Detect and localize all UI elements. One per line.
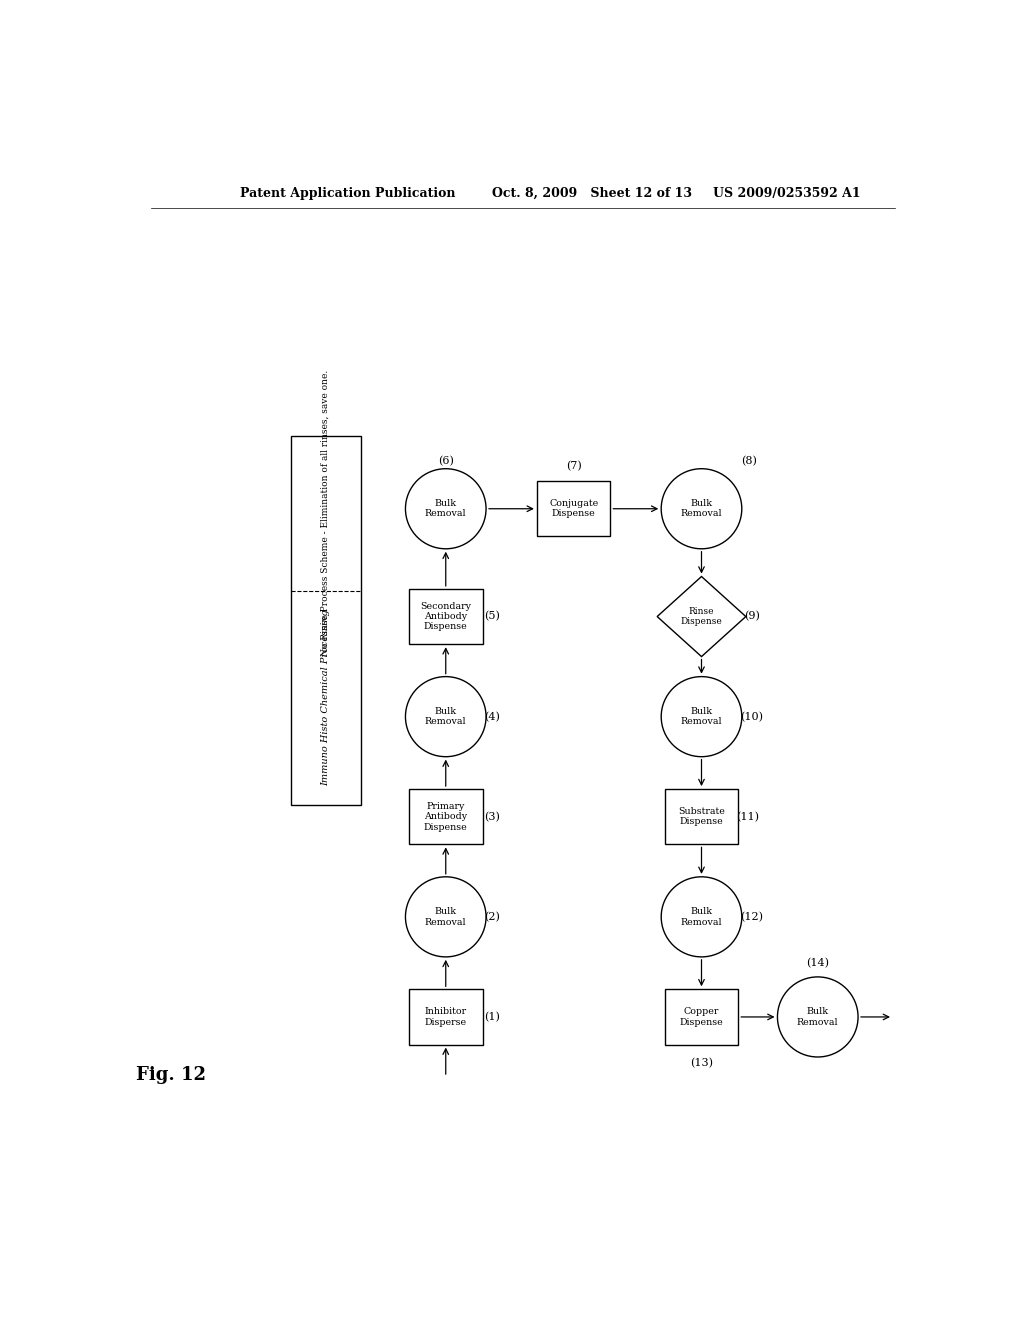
Text: (11): (11) <box>736 812 760 822</box>
Text: No Rinse Process Scheme - Elimination of all rinses, save one.: No Rinse Process Scheme - Elimination of… <box>322 370 330 656</box>
Bar <box>291 436 360 805</box>
Text: (12): (12) <box>740 912 763 921</box>
Text: (10): (10) <box>740 711 763 722</box>
Circle shape <box>406 469 486 549</box>
Bar <box>409 789 482 845</box>
Circle shape <box>406 876 486 957</box>
Text: Immuno Histo Chemical Processing: Immuno Histo Chemical Processing <box>322 610 330 787</box>
Bar <box>409 589 482 644</box>
Circle shape <box>777 977 858 1057</box>
Text: (5): (5) <box>484 611 500 622</box>
Text: (4): (4) <box>484 711 500 722</box>
Text: Inhibitor
Disperse: Inhibitor Disperse <box>425 1007 467 1027</box>
Circle shape <box>662 876 741 957</box>
Text: (2): (2) <box>484 912 500 921</box>
Text: Conjugate
Dispense: Conjugate Dispense <box>549 499 598 519</box>
Text: Copper
Dispense: Copper Dispense <box>680 1007 723 1027</box>
Text: (1): (1) <box>484 1012 500 1022</box>
Polygon shape <box>657 577 745 656</box>
Bar <box>665 989 738 1044</box>
Bar <box>665 789 738 845</box>
Text: Bulk
Removal: Bulk Removal <box>425 499 467 519</box>
Circle shape <box>406 677 486 756</box>
Text: Oct. 8, 2009   Sheet 12 of 13: Oct. 8, 2009 Sheet 12 of 13 <box>493 186 692 199</box>
Text: Patent Application Publication: Patent Application Publication <box>241 186 456 199</box>
Text: Primary
Antibody
Dispense: Primary Antibody Dispense <box>424 801 468 832</box>
Text: Bulk
Removal: Bulk Removal <box>681 499 722 519</box>
Text: (8): (8) <box>741 455 758 466</box>
Text: US 2009/0253592 A1: US 2009/0253592 A1 <box>713 186 861 199</box>
Text: Substrate
Dispense: Substrate Dispense <box>678 807 725 826</box>
Text: Bulk
Removal: Bulk Removal <box>425 708 467 726</box>
Text: (7): (7) <box>565 461 582 471</box>
Text: Secondary
Antibody
Dispense: Secondary Antibody Dispense <box>420 602 471 631</box>
Bar <box>409 989 482 1044</box>
Circle shape <box>662 677 741 756</box>
Bar <box>537 480 610 536</box>
Text: (13): (13) <box>690 1059 713 1068</box>
Text: Bulk
Removal: Bulk Removal <box>681 708 722 726</box>
Text: Bulk
Removal: Bulk Removal <box>425 907 467 927</box>
Text: Bulk
Removal: Bulk Removal <box>681 907 722 927</box>
Text: (3): (3) <box>484 812 500 822</box>
Text: (9): (9) <box>744 611 760 622</box>
Text: Rinse
Dispense: Rinse Dispense <box>681 607 722 626</box>
Text: Bulk
Removal: Bulk Removal <box>797 1007 839 1027</box>
Text: (6): (6) <box>438 455 454 466</box>
Text: Fig. 12: Fig. 12 <box>135 1065 206 1084</box>
Text: (14): (14) <box>806 958 829 968</box>
Circle shape <box>662 469 741 549</box>
